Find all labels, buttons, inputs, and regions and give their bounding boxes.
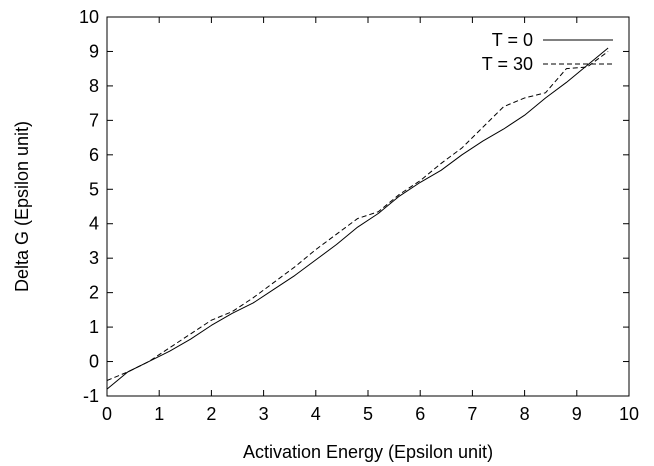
x-tick-label: 7	[467, 404, 477, 424]
y-tick-label: 6	[89, 145, 99, 165]
x-tick-label: 0	[102, 404, 112, 424]
x-axis-label: Activation Energy (Epsilon unit)	[243, 442, 493, 462]
x-tick-label: 8	[520, 404, 530, 424]
x-tick-label: 9	[572, 404, 582, 424]
legend-label: T = 30	[482, 54, 533, 74]
x-tick-label: 1	[154, 404, 164, 424]
y-tick-label: 2	[89, 283, 99, 303]
y-tick-label: 10	[79, 7, 99, 27]
y-tick-label: 3	[89, 248, 99, 268]
y-tick-label: 5	[89, 179, 99, 199]
y-axis-label: Delta G (Epsilon unit)	[12, 121, 32, 292]
y-tick-label: 9	[89, 41, 99, 61]
legend-label: T = 0	[492, 30, 533, 50]
y-tick-label: 8	[89, 76, 99, 96]
x-tick-label: 2	[206, 404, 216, 424]
x-tick-label: 3	[259, 404, 269, 424]
x-tick-label: 10	[619, 404, 639, 424]
series-layer	[106, 47, 609, 390]
y-tick-label: 1	[89, 317, 99, 337]
legend: T = 0 T = 30	[482, 30, 613, 74]
x-tick-label: 5	[363, 404, 373, 424]
series-line-1	[106, 51, 609, 381]
x-tick-label: 6	[415, 404, 425, 424]
y-tick-label: -1	[83, 386, 99, 406]
plot-frame	[106, 16, 630, 397]
y-tick-label: 4	[89, 214, 99, 234]
series-line-0	[106, 47, 609, 390]
y-tick-label: 0	[89, 352, 99, 372]
y-tick-label: 7	[89, 110, 99, 130]
x-tick-label: 4	[311, 404, 321, 424]
